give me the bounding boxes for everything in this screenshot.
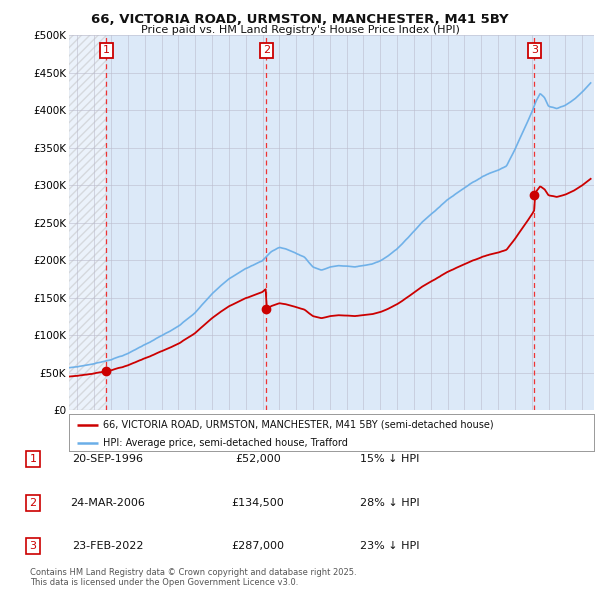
- Text: 20-SEP-1996: 20-SEP-1996: [73, 454, 143, 464]
- Text: 66, VICTORIA ROAD, URMSTON, MANCHESTER, M41 5BY: 66, VICTORIA ROAD, URMSTON, MANCHESTER, …: [91, 13, 509, 26]
- Text: 66, VICTORIA ROAD, URMSTON, MANCHESTER, M41 5BY (semi-detached house): 66, VICTORIA ROAD, URMSTON, MANCHESTER, …: [103, 419, 494, 430]
- FancyBboxPatch shape: [69, 35, 106, 410]
- Text: 1: 1: [103, 45, 110, 55]
- Text: Contains HM Land Registry data © Crown copyright and database right 2025.
This d: Contains HM Land Registry data © Crown c…: [30, 568, 356, 587]
- Text: 3: 3: [531, 45, 538, 55]
- Text: £134,500: £134,500: [232, 498, 284, 507]
- Text: Price paid vs. HM Land Registry's House Price Index (HPI): Price paid vs. HM Land Registry's House …: [140, 25, 460, 35]
- Text: 3: 3: [29, 542, 37, 551]
- Text: 28% ↓ HPI: 28% ↓ HPI: [360, 498, 420, 507]
- Text: 23% ↓ HPI: 23% ↓ HPI: [360, 542, 420, 551]
- Text: 15% ↓ HPI: 15% ↓ HPI: [361, 454, 419, 464]
- Text: £287,000: £287,000: [232, 542, 284, 551]
- Text: 24-MAR-2006: 24-MAR-2006: [71, 498, 145, 507]
- Text: 2: 2: [29, 498, 37, 507]
- Text: £52,000: £52,000: [235, 454, 281, 464]
- Text: 23-FEB-2022: 23-FEB-2022: [72, 542, 144, 551]
- Text: 1: 1: [29, 454, 37, 464]
- Text: 2: 2: [263, 45, 270, 55]
- Text: HPI: Average price, semi-detached house, Trafford: HPI: Average price, semi-detached house,…: [103, 438, 348, 448]
